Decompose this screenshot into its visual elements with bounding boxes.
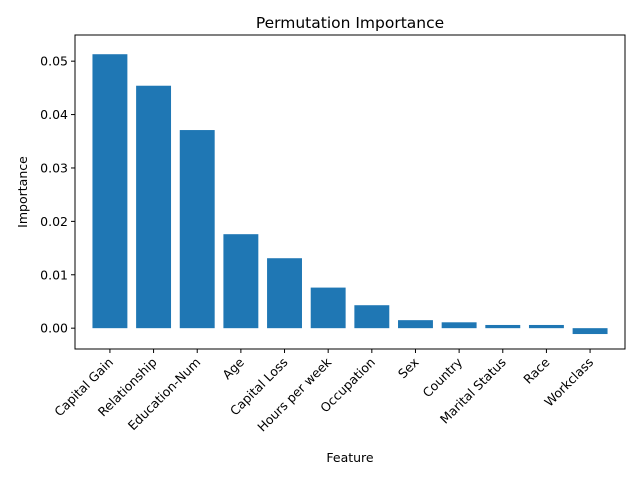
bar-capital-loss	[267, 258, 302, 329]
y-tick-label: 0.05	[40, 54, 68, 69]
bar-marital-status	[485, 324, 521, 329]
bars-group	[92, 54, 608, 335]
bar-hours-per-week	[310, 287, 346, 329]
bar-sex	[398, 320, 433, 329]
x-axis-label: Feature	[326, 450, 374, 465]
x-tick-label: Sex	[395, 355, 422, 382]
bar-workclass	[572, 328, 608, 335]
y-axis-ticks: 0.00 0.01 0.02 0.03 0.04 0.05	[40, 54, 75, 336]
x-tick-label: Race	[520, 354, 552, 386]
bar-occupation	[354, 305, 390, 329]
chart-title: Permutation Importance	[256, 14, 444, 32]
x-tick-label: Age	[219, 354, 247, 382]
y-tick-label: 0.04	[40, 107, 68, 122]
bar-race	[528, 324, 564, 329]
y-tick-label: 0.03	[40, 160, 68, 175]
bar-country	[441, 322, 477, 329]
plot-frame	[74, 34, 626, 350]
y-tick-label: 0.00	[40, 321, 68, 336]
x-tick-label: Hours per week	[254, 354, 335, 435]
y-tick-label: 0.01	[40, 267, 68, 282]
bar-capital-gain	[92, 54, 128, 329]
bar-age	[223, 234, 259, 329]
bar-relationship	[136, 85, 172, 329]
bar-education-num	[179, 130, 215, 329]
y-axis-label: Importance	[15, 156, 30, 228]
y-tick-label: 0.02	[40, 214, 68, 229]
